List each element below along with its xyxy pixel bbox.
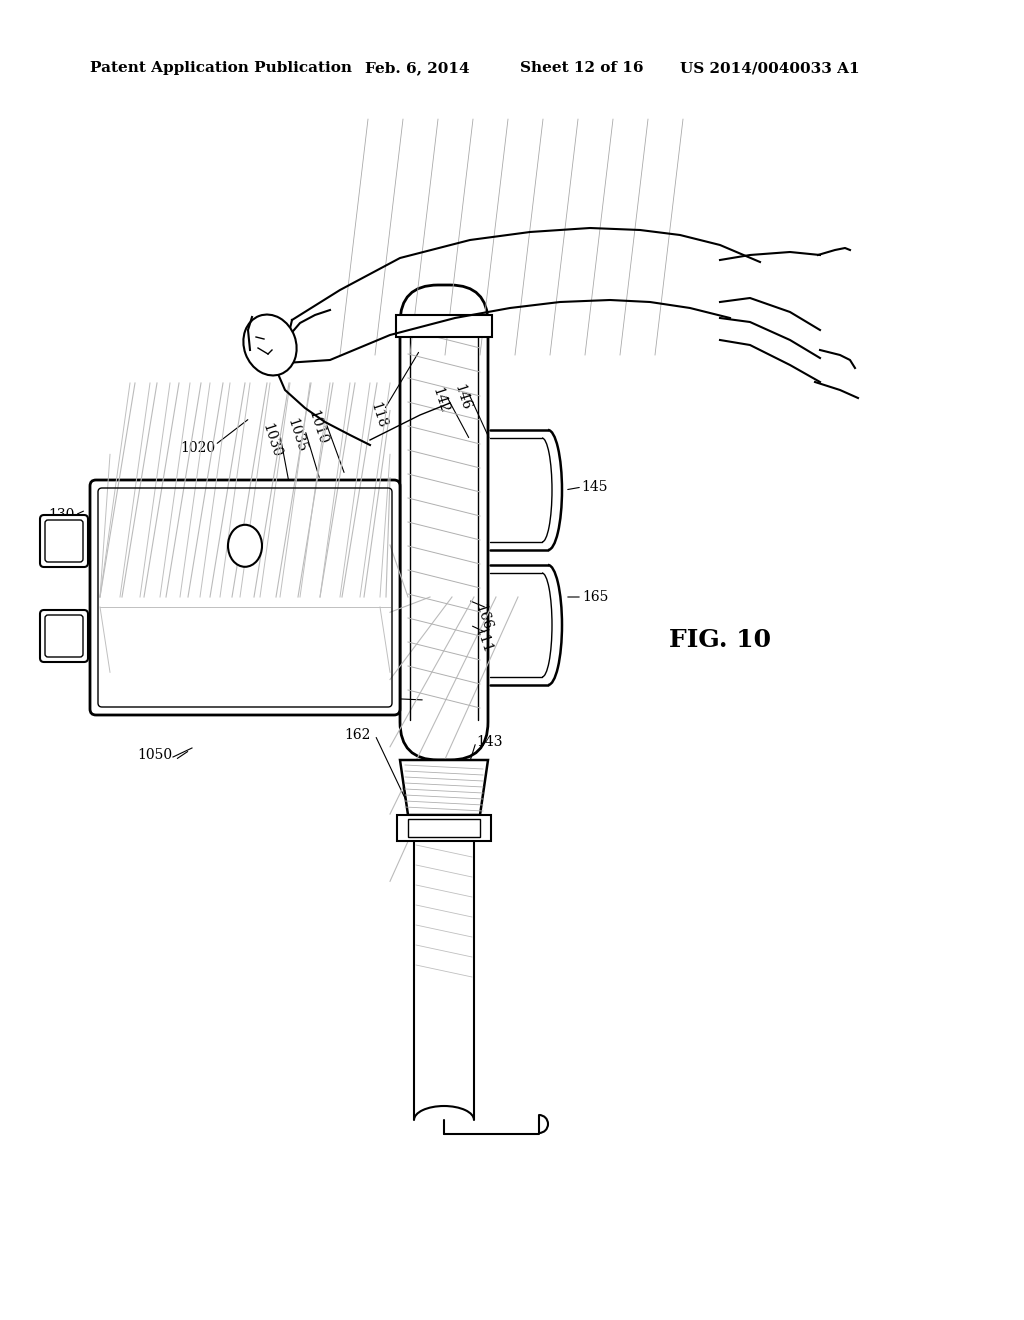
Text: 1020: 1020 <box>180 441 216 455</box>
Text: 165: 165 <box>582 590 608 605</box>
Text: 111: 111 <box>472 626 494 655</box>
Polygon shape <box>400 760 488 814</box>
Bar <box>397 814 490 841</box>
Ellipse shape <box>228 525 262 566</box>
Text: 118: 118 <box>368 400 389 430</box>
Text: 142: 142 <box>429 385 451 414</box>
Text: 143: 143 <box>477 735 503 748</box>
Text: 1035: 1035 <box>285 416 309 454</box>
Text: 1010: 1010 <box>306 409 330 447</box>
FancyBboxPatch shape <box>40 515 88 568</box>
FancyBboxPatch shape <box>400 285 488 760</box>
Text: 162: 162 <box>345 729 371 742</box>
Text: Feb. 6, 2014: Feb. 6, 2014 <box>365 61 470 75</box>
Bar <box>99 488 391 601</box>
FancyBboxPatch shape <box>40 610 88 663</box>
Text: 146: 146 <box>452 383 473 412</box>
Text: 166: 166 <box>472 602 494 632</box>
Bar <box>396 315 492 337</box>
Text: 130: 130 <box>49 508 75 521</box>
Text: Patent Application Publication: Patent Application Publication <box>90 61 352 75</box>
FancyBboxPatch shape <box>45 615 83 657</box>
Ellipse shape <box>244 314 297 375</box>
Text: 1030: 1030 <box>260 421 284 459</box>
Text: 117: 117 <box>349 690 376 705</box>
Text: 1050: 1050 <box>137 748 173 762</box>
Text: 1030: 1030 <box>272 628 307 642</box>
Text: Sheet 12 of 16: Sheet 12 of 16 <box>520 61 643 75</box>
Text: 145: 145 <box>582 480 608 494</box>
FancyBboxPatch shape <box>45 520 83 562</box>
Text: US 2014/0040033 A1: US 2014/0040033 A1 <box>680 61 859 75</box>
Bar <box>408 818 480 837</box>
FancyBboxPatch shape <box>90 480 400 715</box>
Text: FIG. 10: FIG. 10 <box>669 628 771 652</box>
